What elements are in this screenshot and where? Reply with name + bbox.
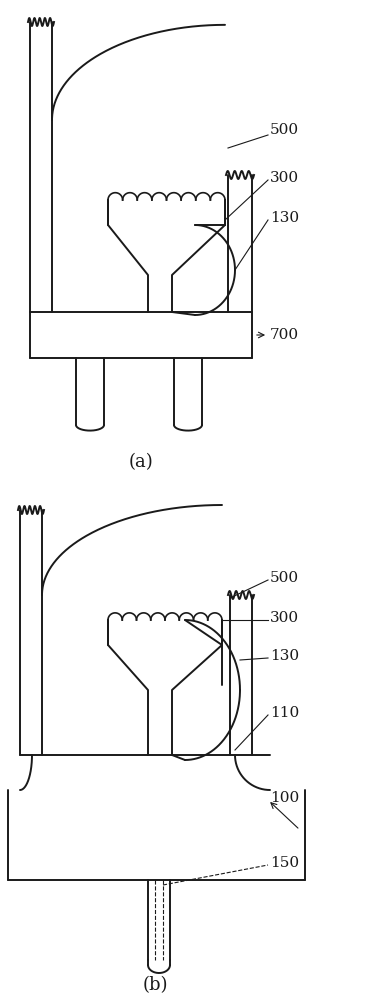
- Text: 130: 130: [270, 649, 299, 663]
- Text: 150: 150: [270, 856, 299, 870]
- Text: 110: 110: [270, 706, 299, 720]
- Text: 300: 300: [270, 611, 299, 625]
- Text: (b): (b): [142, 976, 168, 994]
- Text: 300: 300: [270, 171, 299, 185]
- Text: (a): (a): [129, 453, 153, 471]
- Text: 500: 500: [270, 571, 299, 585]
- Text: 700: 700: [270, 328, 299, 342]
- Text: 100: 100: [270, 791, 299, 805]
- Text: 500: 500: [270, 123, 299, 137]
- Text: 130: 130: [270, 211, 299, 225]
